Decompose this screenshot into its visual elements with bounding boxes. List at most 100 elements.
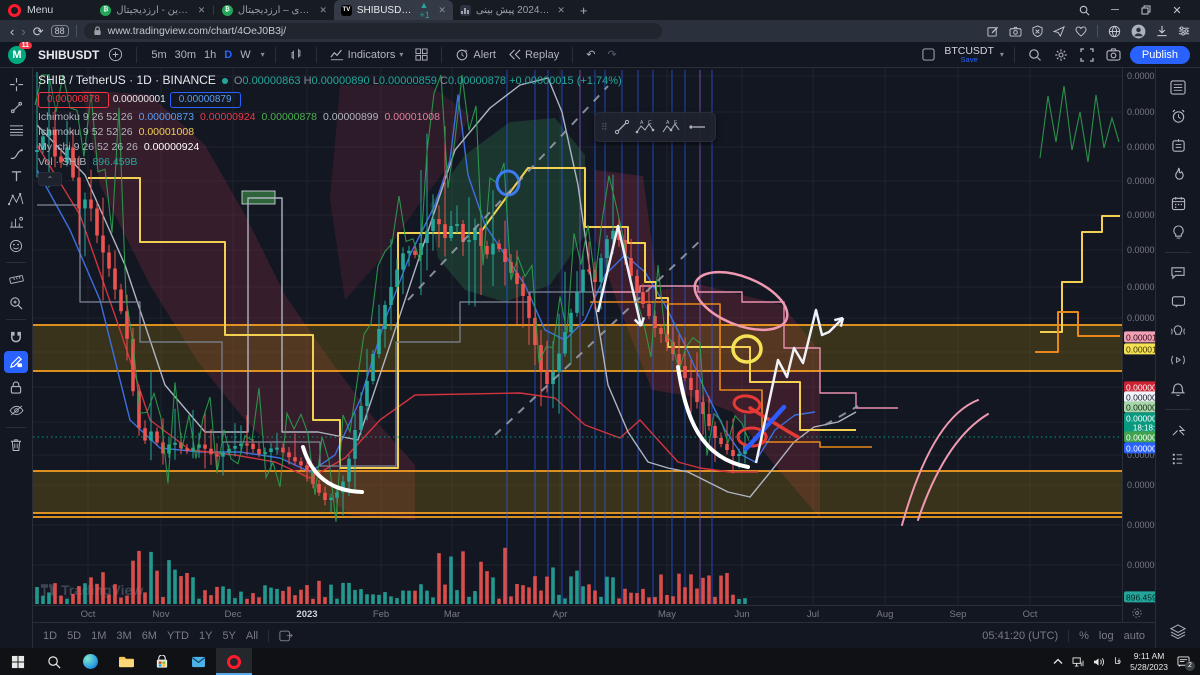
zoom-in-tool[interactable]: [4, 294, 28, 311]
network-icon[interactable]: [1072, 656, 1084, 667]
edit-locked-tool[interactable]: [4, 351, 28, 373]
redo-button[interactable]: ↷: [607, 49, 617, 61]
sidebar-bell-icon[interactable]: [1168, 380, 1188, 398]
drawing-red-ellipse-low[interactable]: [736, 426, 768, 448]
back-button[interactable]: ‹: [10, 23, 15, 39]
horizontal-ray-icon[interactable]: [687, 118, 707, 136]
text-tool[interactable]: [4, 168, 28, 185]
price-scale[interactable]: 0.00001400 0.00001350 0.00001300 0.00001250…: [1122, 68, 1175, 622]
percent-scale-button[interactable]: %: [1079, 629, 1089, 642]
indicator-row[interactable]: Ichimoku 9 26 52 26 0.00000873 0.00000924 0…: [38, 110, 622, 125]
notifications-icon[interactable]: 2: [1177, 655, 1195, 671]
drawing-white-arrow-down[interactable]: [596, 224, 645, 327]
send-icon[interactable]: [1053, 25, 1065, 37]
sidebar-object-tree-icon[interactable]: [1168, 421, 1188, 439]
drawing-white-hockey-dec[interactable]: [301, 445, 364, 494]
browser-tab[interactable]: اطلاعات | 2025-2024 پیش بینی ✕: [453, 0, 572, 20]
symbol-search-button[interactable]: SHIBUSDT: [38, 47, 100, 62]
fullscreen-icon[interactable]: [1077, 46, 1097, 64]
opera-logo-icon[interactable]: [8, 3, 21, 17]
drawing-white-hockey-right[interactable]: [676, 365, 750, 469]
drawing-blue-circle[interactable]: [495, 169, 521, 197]
trash-tool[interactable]: [4, 436, 28, 453]
language-indicator[interactable]: فا: [1114, 656, 1122, 666]
new-tab-button[interactable]: +: [579, 2, 588, 18]
range-5y[interactable]: 5Y: [222, 629, 236, 642]
sliders-icon[interactable]: [1178, 25, 1190, 37]
compare-add-icon[interactable]: [105, 45, 126, 64]
legend-symbol-title[interactable]: SHIB / TetherUS · 1D · BINANCE: [38, 73, 216, 88]
user-avatar[interactable]: M 11: [8, 41, 32, 64]
ruler-tool[interactable]: [4, 271, 28, 288]
lock-tool[interactable]: [4, 379, 28, 396]
axis-settings-gear-icon[interactable]: [1131, 607, 1143, 619]
brush-tool[interactable]: [4, 145, 28, 162]
tab-counter-badge[interactable]: 88: [50, 25, 69, 37]
browser-tab[interactable]: ₿ دامتنال بیت کوین - ارزدیجیتال ✕: [93, 0, 212, 20]
crosshair-tool[interactable]: [4, 76, 28, 93]
sidebar-journal-icon[interactable]: [1168, 136, 1188, 154]
range-ytd[interactable]: YTD: [166, 629, 189, 642]
taskbar-start-icon[interactable]: [0, 648, 36, 675]
sidebar-watchlist-icon[interactable]: [1168, 78, 1188, 96]
drawing-white-zigzag-arrow[interactable]: [754, 308, 845, 464]
forward-button[interactable]: ›: [21, 23, 26, 39]
emoji-tool[interactable]: [4, 237, 28, 254]
fib-retracement-tool[interactable]: [4, 122, 28, 139]
sidebar-chats-icon[interactable]: [1168, 264, 1188, 282]
sidebar-layers-icon[interactable]: [1168, 622, 1188, 640]
download-icon[interactable]: [1156, 25, 1168, 37]
url-field[interactable]: www.tradingview.com/chart/4OeJ0B3j/: [83, 23, 662, 39]
range-1m[interactable]: 1M: [91, 629, 107, 642]
drawing-yellow-circle[interactable]: [731, 334, 763, 364]
taskbar-clock[interactable]: 9:11 AM 5/28/2023: [1130, 650, 1168, 672]
legend-collapse-button[interactable]: ⌃: [38, 172, 62, 187]
globe-icon[interactable]: [1108, 25, 1121, 38]
chart-style-icon[interactable]: [286, 46, 306, 64]
timeframe-30m[interactable]: 30m: [174, 48, 197, 61]
trend-line-icon[interactable]: [613, 118, 631, 136]
reload-button[interactable]: ⟳: [32, 23, 44, 39]
drawing-red-ellipse-small[interactable]: [732, 394, 762, 414]
save-label[interactable]: Save: [960, 55, 978, 64]
window-minimize-button[interactable]: ─: [1111, 4, 1119, 16]
browser-tab[interactable]: ₿ اربری – ارزدیجیتال ✕: [215, 0, 334, 20]
camera-icon[interactable]: [1009, 26, 1022, 37]
undo-button[interactable]: ↶: [586, 49, 596, 61]
drawing-trend-dashed-1[interactable]: [407, 85, 609, 301]
chart-canvas[interactable]: [33, 68, 1122, 605]
timeframe-w[interactable]: W: [240, 48, 251, 61]
sidebar-calendar-icon[interactable]: [1168, 194, 1188, 212]
range-5d[interactable]: 5D: [67, 629, 82, 642]
time-axis[interactable]: Oct Nov Dec 2023 Feb Mar Apr May Jun Jul Aug Sep Oct: [33, 605, 1122, 623]
drawing-pink-arc-1[interactable]: [901, 399, 979, 526]
buy-button[interactable]: 0.00000879: [169, 91, 241, 109]
publish-button[interactable]: Publish: [1129, 45, 1190, 64]
browser-tab[interactable]: TV SHIBUSDT 0.00000878 ▲ +1 ✕: [333, 0, 453, 20]
price-zone-band[interactable]: [33, 471, 1122, 513]
indicators-button[interactable]: Indicators ▾: [327, 46, 407, 63]
taskbar-store-icon[interactable]: [144, 648, 180, 675]
alert-button[interactable]: Alert: [452, 46, 499, 64]
tab-close-icon[interactable]: ✕: [319, 4, 327, 15]
window-restore-button[interactable]: [1135, 5, 1157, 15]
indicator-row[interactable]: Vol · SHIB 896.459B: [38, 155, 622, 170]
timeframe-1h[interactable]: 1h: [204, 48, 217, 61]
sidebar-hotlists-icon[interactable]: [1168, 165, 1188, 183]
tab-close-icon[interactable]: ✕: [438, 4, 446, 15]
tab-close-icon[interactable]: ✕: [197, 4, 206, 15]
profile-icon[interactable]: [1131, 24, 1146, 39]
drawing-blue-stroke[interactable]: [743, 404, 787, 452]
taskbar-mail-icon[interactable]: [180, 648, 216, 675]
log-scale-button[interactable]: log: [1098, 629, 1114, 642]
browser-menu-button[interactable]: Menu: [27, 4, 54, 16]
heart-icon[interactable]: [1075, 25, 1087, 37]
edit-box-icon[interactable]: [987, 25, 999, 37]
shield-icon[interactable]: [1032, 25, 1043, 37]
sidebar-ideas-icon[interactable]: [1168, 223, 1188, 241]
range-1y[interactable]: 1Y: [198, 629, 213, 642]
drawing-trend-dashed-3[interactable]: [824, 405, 859, 426]
